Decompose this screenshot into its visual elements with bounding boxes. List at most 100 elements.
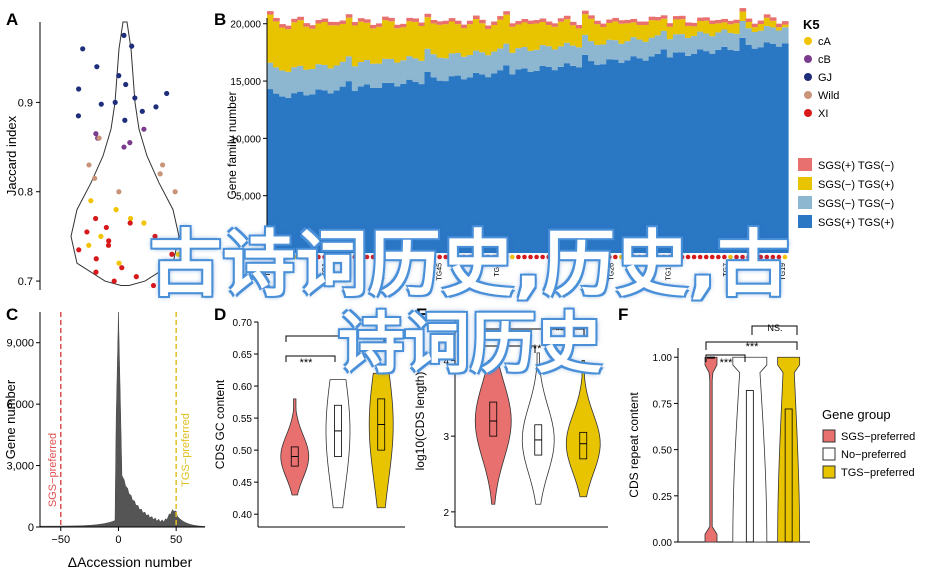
b-bar-segment bbox=[678, 34, 686, 53]
b-bar-segment bbox=[454, 24, 462, 53]
b-bar-segment bbox=[267, 11, 274, 15]
b-bar-segment bbox=[479, 74, 486, 253]
b-bar-segment bbox=[369, 88, 377, 253]
b-sample-dot bbox=[643, 254, 648, 260]
b-bar-segment bbox=[763, 42, 771, 254]
b-sample-dot bbox=[285, 254, 291, 260]
b-sample-dot bbox=[401, 254, 406, 260]
b-bar-segment bbox=[751, 23, 759, 28]
b-bar-segment bbox=[527, 71, 535, 253]
b-bar-segment bbox=[606, 39, 613, 60]
b-bar-segment bbox=[775, 30, 783, 47]
b-sample-dot bbox=[473, 254, 479, 260]
b-sample-dot bbox=[697, 254, 703, 260]
b-sample-dot bbox=[576, 254, 582, 260]
b-bar-segment bbox=[339, 61, 347, 87]
b-bar-segment bbox=[357, 18, 365, 22]
b-bar-segment bbox=[563, 19, 571, 43]
b-bar-segment bbox=[369, 24, 377, 29]
b-bar-segment bbox=[503, 11, 510, 15]
b-bar-segment bbox=[636, 21, 644, 25]
b-bar-segment bbox=[400, 83, 407, 254]
b-x-tick-label: TG5 bbox=[551, 263, 558, 277]
b-bar-segment bbox=[781, 27, 789, 44]
b-bar-segment bbox=[551, 49, 559, 71]
b-bar-segment bbox=[339, 23, 347, 62]
b-bar-segment bbox=[485, 28, 492, 56]
b-bar-segment bbox=[715, 19, 722, 24]
b-bar-segment bbox=[279, 96, 286, 253]
b-bar-segment bbox=[363, 60, 371, 85]
b-sample-dot bbox=[703, 254, 709, 260]
b-sample-dot bbox=[637, 254, 642, 260]
b-bar-segment bbox=[345, 81, 353, 253]
b-bar-segment bbox=[382, 58, 389, 83]
b-bar-segment bbox=[697, 49, 704, 253]
b-sample-dot bbox=[310, 254, 315, 260]
b-bar-segment bbox=[588, 15, 595, 19]
b-bar-segment bbox=[291, 18, 298, 23]
b-bar-segment bbox=[273, 67, 280, 94]
b-bar-segment bbox=[624, 41, 632, 61]
b-bar-segment bbox=[491, 73, 498, 253]
b-bar-segment bbox=[769, 27, 777, 44]
f-legend-swatch bbox=[822, 465, 836, 479]
b-sample-dot bbox=[291, 254, 297, 260]
b-bar-segment bbox=[678, 19, 686, 35]
b-bar-segment bbox=[612, 40, 619, 60]
b-bar-segment bbox=[600, 27, 607, 45]
e-sig-2: *** bbox=[529, 343, 543, 355]
c-x-tick-label: 0 bbox=[115, 534, 121, 546]
f-legend-swatch bbox=[822, 447, 836, 461]
b-bar-segment bbox=[485, 77, 492, 254]
b-sample-dot bbox=[588, 254, 594, 260]
b-bar-segment bbox=[376, 26, 383, 64]
b-bar-segment bbox=[769, 20, 777, 28]
a-point-xi bbox=[84, 229, 90, 235]
b-bar-segment bbox=[606, 22, 613, 40]
b-bar-segment bbox=[781, 24, 789, 28]
b-bar-segment bbox=[575, 67, 583, 253]
b-bar-segment bbox=[691, 26, 698, 36]
b-bar-segment bbox=[297, 16, 304, 21]
panel-f-violin: 0.00 0.25 0.50 0.75 1.00 CDS repeat content **… bbox=[627, 323, 915, 549]
b-sample-dot bbox=[625, 254, 630, 260]
b-x-tick-label: TG7 bbox=[723, 263, 730, 277]
b-bar-segment bbox=[648, 16, 656, 21]
b-bar-segment bbox=[757, 47, 765, 254]
b-bar-segment bbox=[491, 51, 498, 74]
b-bar-segment bbox=[575, 28, 583, 48]
e-box bbox=[489, 401, 498, 437]
b-bar-segment bbox=[739, 11, 747, 21]
b-bar-segment bbox=[303, 69, 311, 96]
b-bar-segment bbox=[303, 23, 311, 27]
b-sample-dot bbox=[394, 254, 400, 260]
b-bar-segment bbox=[466, 24, 474, 56]
b-bar-segment bbox=[527, 24, 535, 51]
a-point-xi bbox=[133, 274, 139, 280]
a-point-xi bbox=[152, 233, 158, 239]
b-sample-dot bbox=[534, 254, 539, 260]
b-bar-segment bbox=[363, 84, 371, 253]
b-bar-segment bbox=[406, 79, 413, 253]
f-legend-label: No−preferred bbox=[841, 449, 906, 461]
b-bar-segment bbox=[394, 86, 401, 253]
a-point-ca bbox=[116, 260, 122, 266]
b-bar-segment bbox=[472, 19, 480, 51]
b-bar-segment bbox=[345, 14, 353, 18]
f-y-axis-title: CDS repeat content bbox=[627, 392, 641, 498]
b-bar-segment bbox=[672, 16, 680, 20]
panel-b-stacked-bar: 5,000 10,000 15,000 20,000 Gene family numbe… bbox=[225, 8, 894, 281]
b-bar-segment bbox=[666, 23, 674, 27]
b-bar-segment bbox=[691, 22, 698, 27]
f-legend-label: TGS−preferred bbox=[841, 467, 915, 479]
b-bar-segment bbox=[757, 30, 765, 48]
a-point-wild bbox=[86, 162, 92, 168]
b-bar-segment bbox=[654, 35, 662, 54]
b-bar-segment bbox=[436, 80, 444, 253]
d-y-tick-label: 0.50 bbox=[233, 446, 253, 457]
b-bar-segment bbox=[406, 17, 413, 22]
d-bracket-2 bbox=[285, 355, 336, 362]
b-bar-segment bbox=[697, 17, 704, 22]
b-sample-dot bbox=[491, 254, 497, 260]
